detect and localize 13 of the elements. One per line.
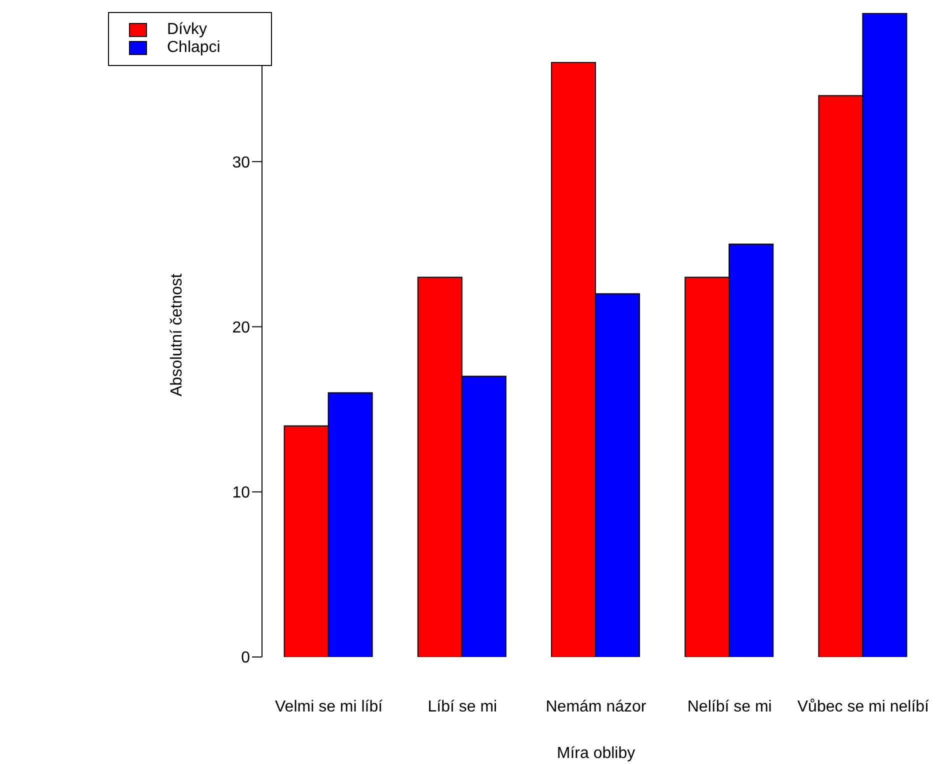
x-tick-label: Vůbec se mi nelíbí	[797, 698, 930, 716]
x-tick-label: Líbí se mi	[428, 698, 498, 716]
legend-label: Dívky	[167, 21, 207, 39]
y-tick-label: 30	[232, 154, 250, 172]
x-axis-title: Míra obliby	[556, 745, 636, 762]
x-tick-label: Nelíbí se mi	[687, 698, 772, 716]
y-tick-label: 20	[232, 319, 250, 336]
x-tick-label: Nemám názor	[546, 698, 647, 716]
legend-label: Chlapci	[167, 39, 220, 57]
y-axis-title: Absolutní četnost	[168, 273, 186, 396]
y-tick-label: 0	[241, 650, 250, 667]
y-tick-label: 10	[232, 484, 250, 502]
x-tick-label: Velmi se mi líbí	[275, 698, 384, 716]
